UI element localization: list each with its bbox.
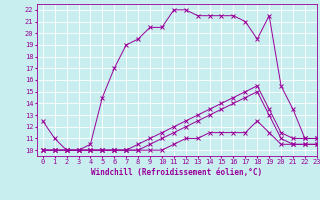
- X-axis label: Windchill (Refroidissement éolien,°C): Windchill (Refroidissement éolien,°C): [91, 168, 262, 177]
